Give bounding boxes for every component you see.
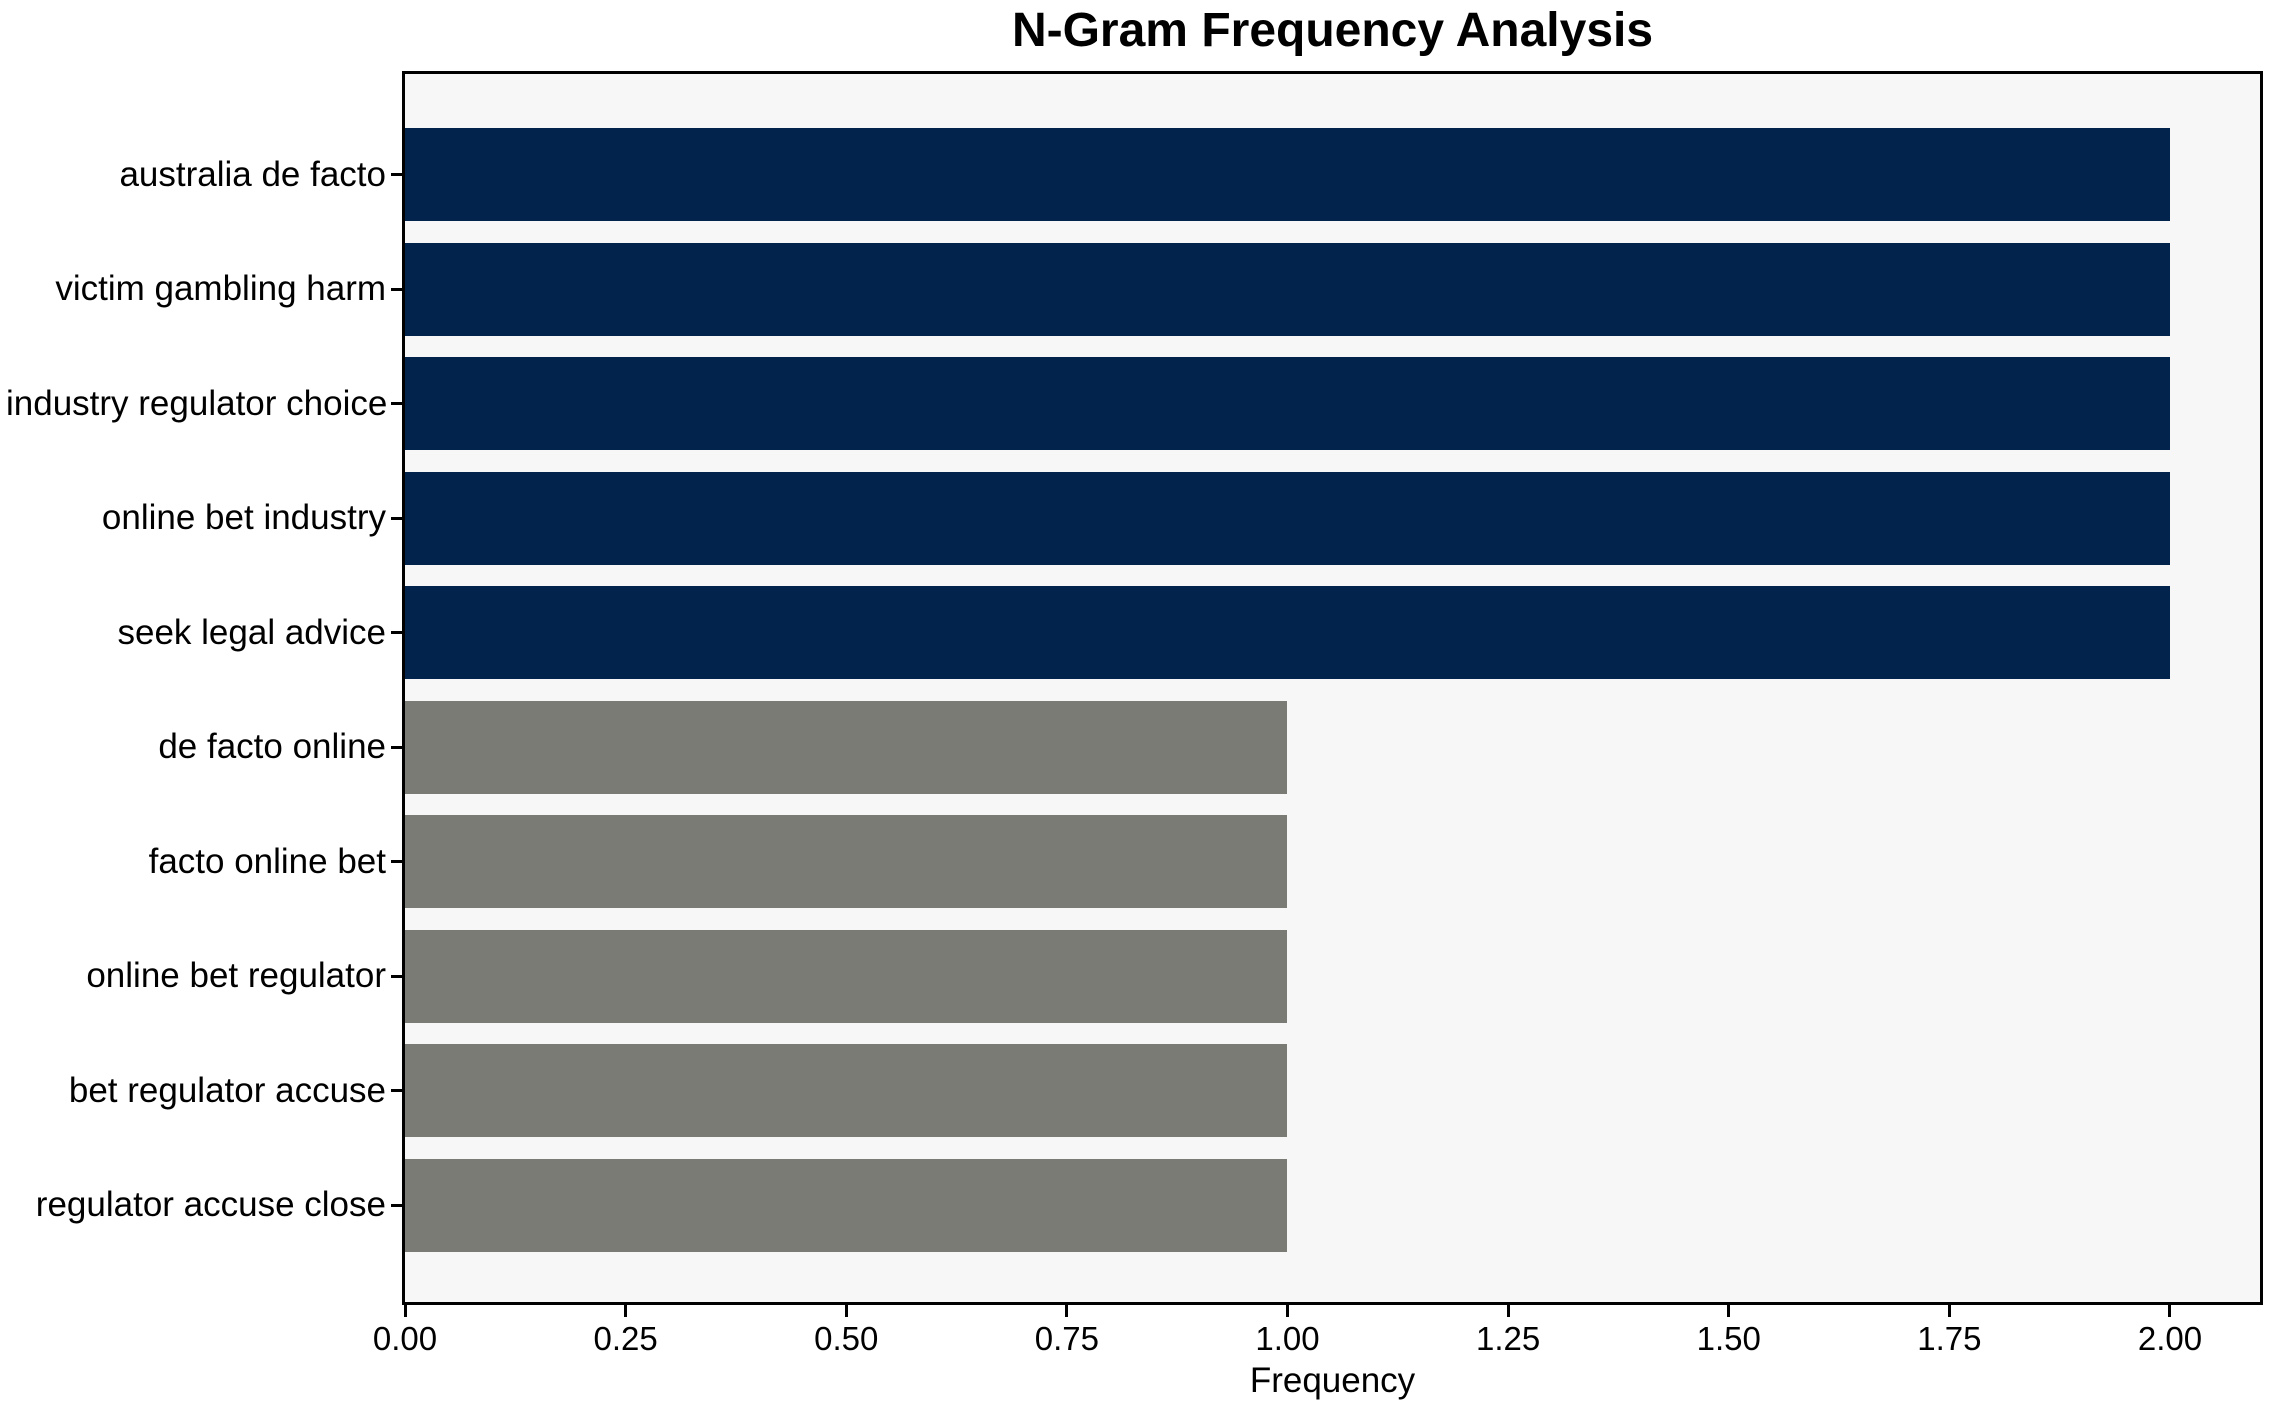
y-tick-label: de facto online [158,727,386,766]
y-tick-label: seek legal advice [117,612,387,652]
y-tick-label: facto online bet [148,841,386,881]
x-tick-mark [1285,1305,1289,1317]
y-tick-mark [391,745,402,749]
y-tick-label: regulator accuse close [35,1185,386,1224]
x-tick-label: 1.25 [1475,1320,1541,1357]
y-tick-mark [391,1089,402,1092]
x-tick-label: 0.50 [814,1320,879,1357]
x-tick-mark [844,1305,848,1317]
y-tick-mark [391,1203,402,1207]
x-tick-mark [403,1305,407,1317]
bar-australia-de-facto [405,128,2170,221]
x-tick-mark [2168,1305,2172,1317]
y-tick-label: industry regulator choice [6,383,388,423]
x-tick-label: 0.75 [1034,1320,1099,1357]
bar-online-bet-industry [405,471,2170,565]
y-tick-label: online bet industry [101,498,386,537]
bar-online-bet-regulator [405,929,1288,1023]
bar-victim-gambling-harm [405,242,2170,336]
bar-bet-regulator-accuse [405,1044,1288,1137]
x-tick-label: 2.00 [2137,1320,2203,1357]
y-tick-label: online bet regulator [86,956,386,995]
x-tick-label: 1.75 [1917,1320,1982,1357]
bar-industry-regulator-choice [405,357,2170,450]
y-tick-mark [391,974,402,978]
y-tick-mark [391,516,402,520]
y-tick-mark [391,860,402,863]
x-tick-mark [1065,1305,1069,1317]
x-tick-label: 1.50 [1696,1320,1761,1357]
x-tick-label: 1.00 [1255,1320,1320,1357]
y-tick-mark [391,631,402,634]
x-tick-mark [624,1305,628,1317]
x-axis-label: Frequency [1249,1361,1416,1400]
y-tick-label: bet regulator accuse [68,1070,386,1110]
bar-seek-legal-advice [405,586,2170,679]
x-tick-label: 0.00 [372,1320,438,1357]
x-tick-mark [1506,1305,1510,1317]
x-tick-mark [1947,1305,1951,1317]
y-tick-label: victim gambling harm [55,269,386,308]
bar-facto-online-bet [405,815,1288,908]
y-tick-mark [391,173,402,176]
bar-de-facto-online [405,700,1288,794]
y-tick-mark [391,287,402,291]
x-tick-label: 0.25 [593,1320,658,1357]
plot-area [402,71,2263,1305]
chart-title: N-Gram Frequency Analysis [1011,4,1654,57]
y-tick-mark [391,402,402,405]
y-tick-label: australia de facto [119,154,386,194]
bar-regulator-accuse-close [405,1158,1288,1252]
x-tick-mark [1727,1305,1731,1317]
